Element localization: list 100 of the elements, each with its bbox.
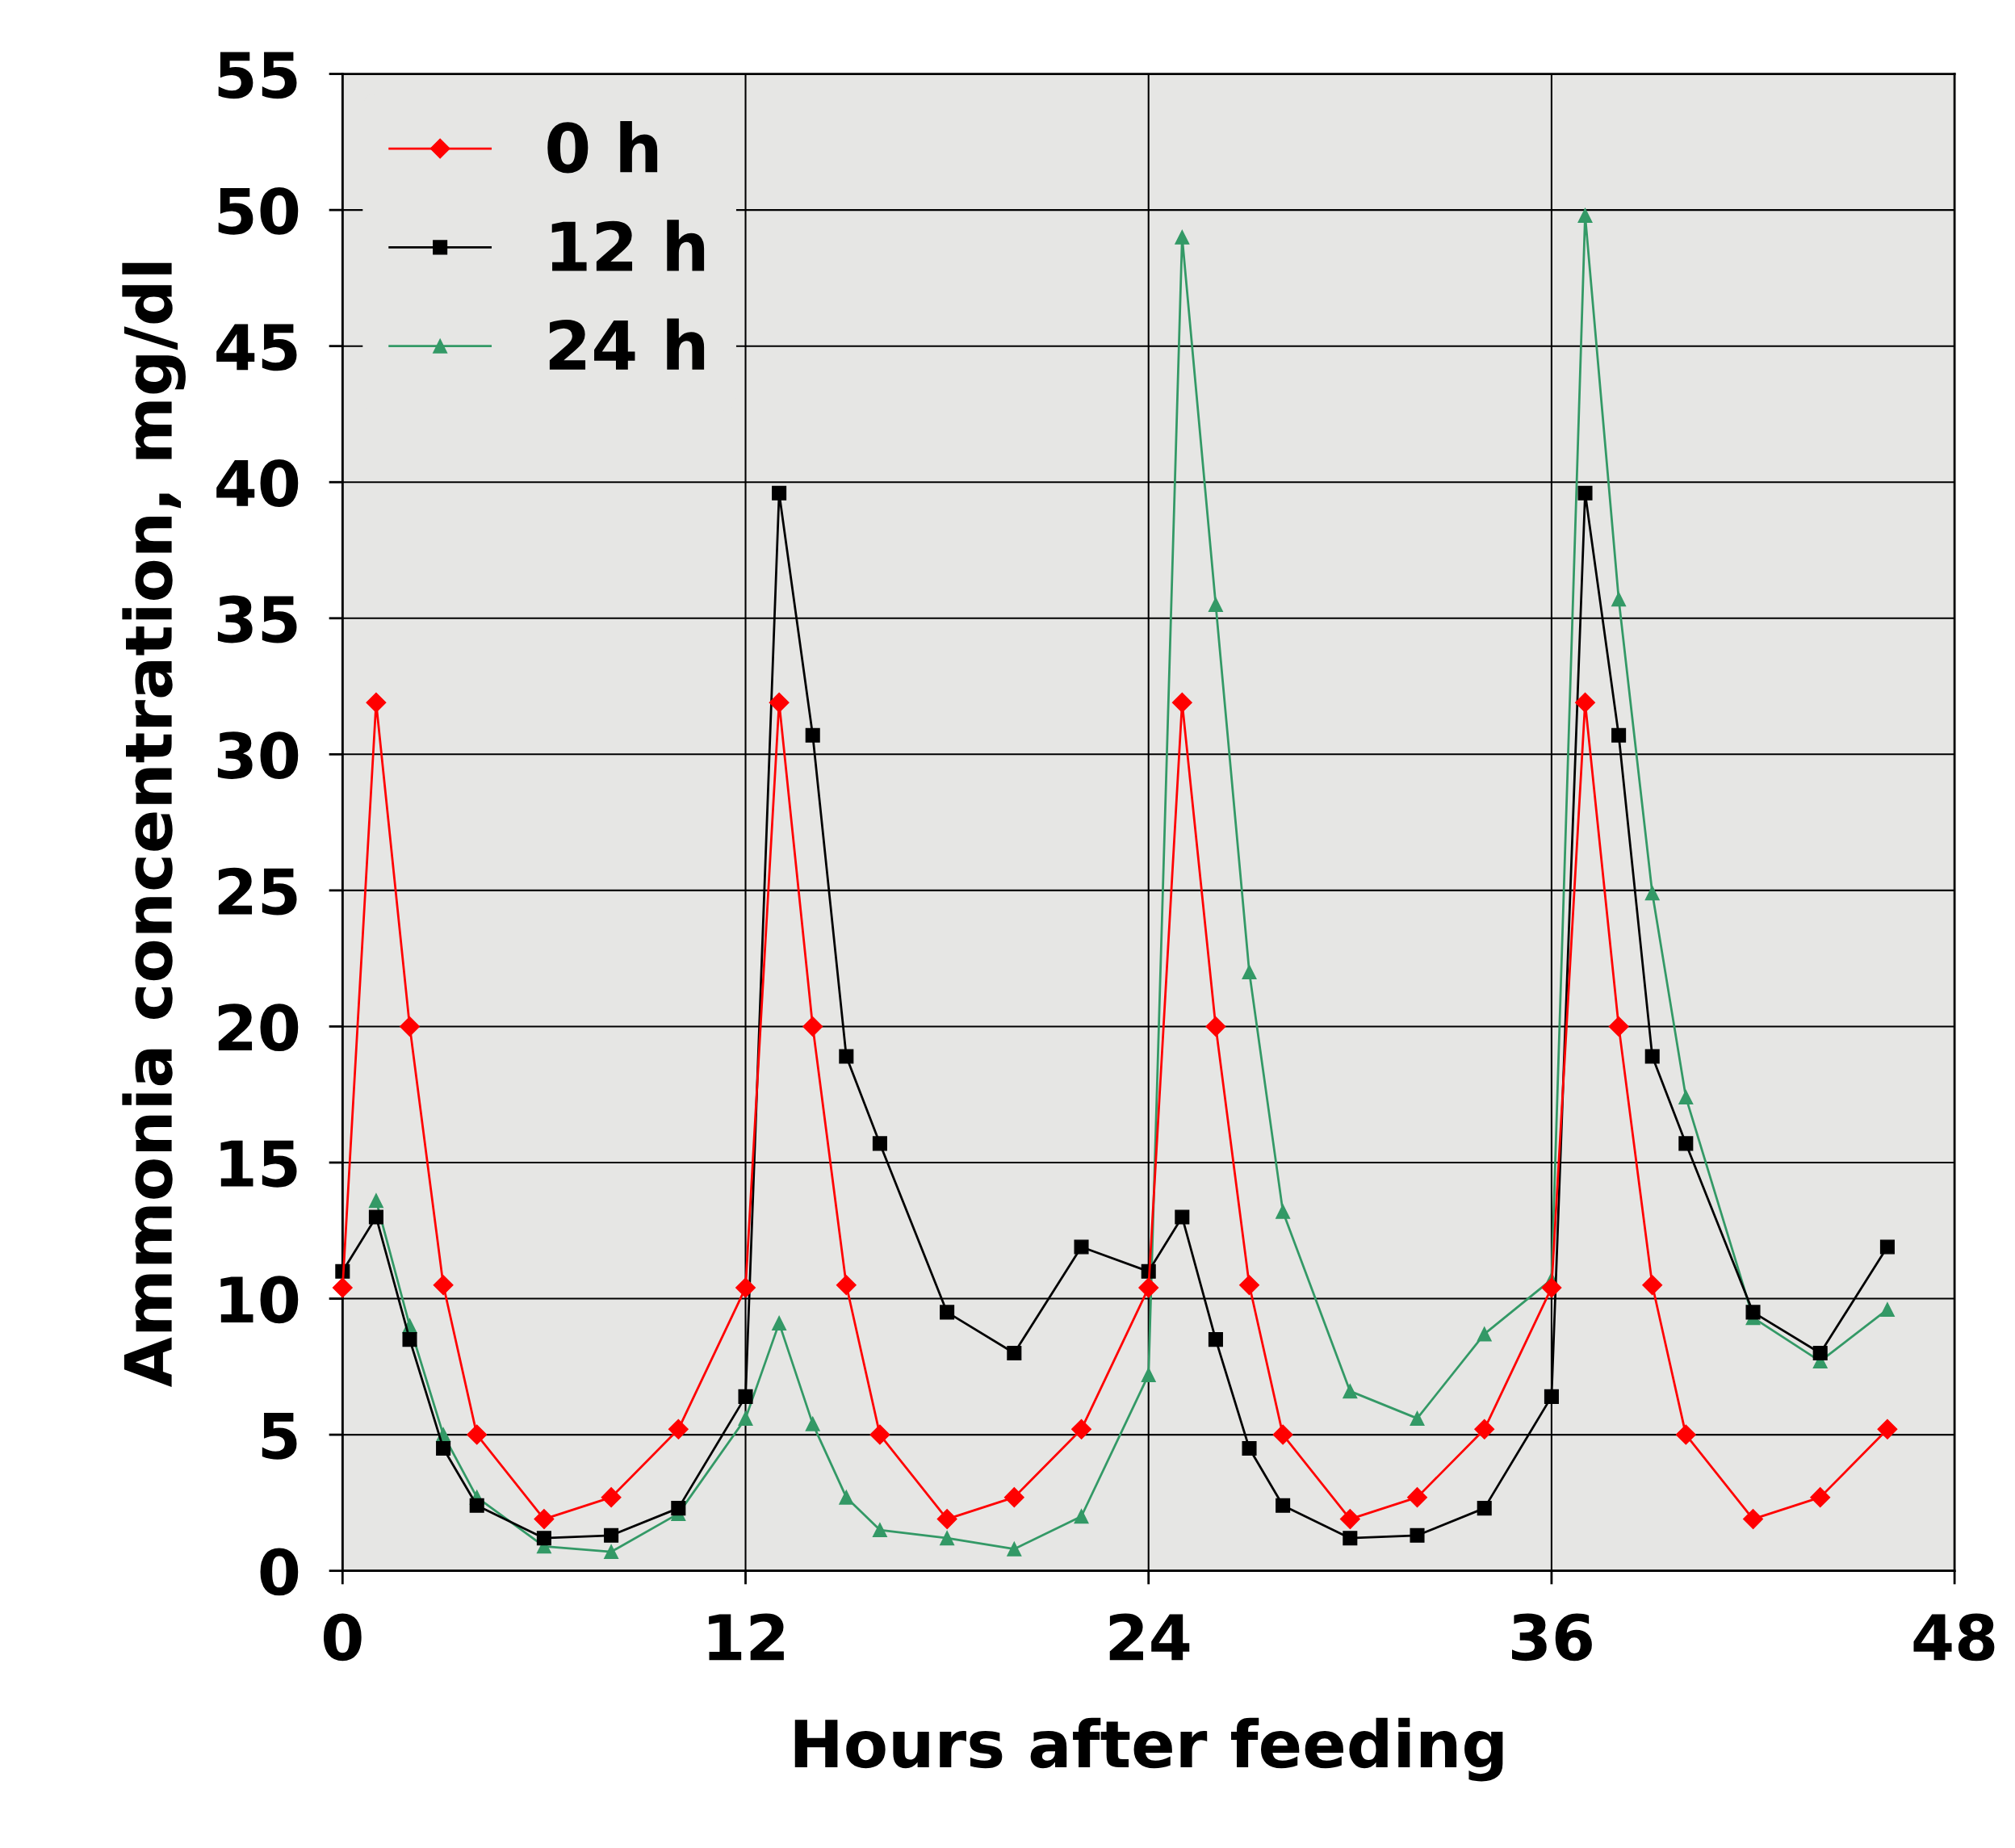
point [1074, 1239, 1089, 1255]
point [1575, 692, 1595, 713]
point [769, 692, 790, 713]
point [1242, 1440, 1257, 1456]
point [872, 1136, 887, 1151]
y-tick-label: 35 [217, 595, 297, 643]
y-tick-label: 15 [220, 1140, 297, 1188]
point [1175, 1209, 1190, 1225]
point [1410, 1527, 1425, 1543]
y-tick-label: 50 [218, 186, 299, 235]
y-tick-label: 5 [262, 1412, 297, 1460]
point [1007, 1345, 1022, 1360]
x-tick-label: 36 [1512, 1613, 1592, 1662]
y-tick-label: 45 [216, 324, 297, 371]
point [1003, 1487, 1024, 1508]
y-tick-label: 55 [218, 52, 297, 99]
point [332, 1277, 353, 1298]
point [802, 1016, 823, 1037]
point [1208, 1332, 1223, 1347]
point [436, 1440, 451, 1456]
point [1810, 1487, 1831, 1508]
legend-label: 0 h [547, 120, 658, 174]
point [940, 1305, 955, 1320]
y-tick-label: 20 [218, 1004, 299, 1052]
point [1276, 1498, 1291, 1513]
point [836, 1275, 857, 1296]
x-axis-title: Hours after feeding [794, 1717, 1503, 1782]
point [1879, 1239, 1895, 1255]
point [1205, 1016, 1226, 1037]
point [772, 1315, 787, 1330]
point [738, 1410, 753, 1426]
x-tick-label: 0 [323, 1613, 362, 1662]
point [772, 485, 787, 501]
point [1175, 229, 1190, 245]
point [1611, 592, 1627, 607]
legend-label: 24 h [549, 318, 705, 370]
point [1239, 1275, 1259, 1296]
point [1743, 1509, 1763, 1530]
point [1477, 1326, 1492, 1342]
point [604, 1544, 619, 1560]
point [534, 1509, 555, 1530]
point [936, 1509, 957, 1530]
point [1007, 1541, 1022, 1557]
point [467, 1424, 488, 1445]
point [940, 1531, 955, 1546]
x-tick-label: 48 [1913, 1613, 1995, 1662]
point [1474, 1418, 1495, 1439]
point [1339, 1509, 1360, 1530]
point [366, 692, 387, 713]
point [400, 1016, 420, 1037]
point [1877, 1418, 1898, 1439]
point [1644, 886, 1660, 901]
point [1611, 727, 1627, 743]
point [1276, 1204, 1291, 1219]
point [1544, 1389, 1559, 1404]
y-tick-label: 0 [260, 1548, 299, 1596]
point [1343, 1531, 1358, 1546]
point [839, 1490, 854, 1505]
point [805, 727, 820, 743]
point [1208, 597, 1223, 612]
point [1675, 1424, 1696, 1445]
point [1812, 1345, 1828, 1360]
y-tick-label: 30 [217, 731, 299, 779]
point [1678, 1090, 1694, 1105]
point [869, 1424, 890, 1445]
point [368, 1209, 383, 1225]
point [839, 1049, 854, 1064]
point [1577, 485, 1593, 501]
point [1074, 1509, 1089, 1524]
point [1343, 1384, 1358, 1399]
point [469, 1498, 484, 1513]
point [1577, 207, 1593, 223]
x-tick-label: 24 [1109, 1613, 1190, 1661]
point [1410, 1410, 1425, 1426]
point [433, 1275, 454, 1296]
point [1171, 692, 1192, 713]
point [872, 1523, 887, 1538]
point [1879, 1301, 1895, 1318]
point [1272, 1424, 1293, 1445]
y-tick-label: 40 [216, 459, 299, 507]
point [1745, 1305, 1761, 1320]
point [368, 1193, 383, 1209]
point [1141, 1367, 1156, 1382]
point [668, 1418, 689, 1439]
point [601, 1487, 622, 1508]
point [1242, 964, 1257, 980]
point [671, 1501, 686, 1516]
point [1541, 1277, 1562, 1298]
point [1071, 1418, 1091, 1439]
point [1642, 1275, 1663, 1296]
y-tick-label: 25 [218, 867, 297, 916]
point [1138, 1277, 1159, 1298]
x-tick-label: 12 [709, 1613, 784, 1661]
point [1644, 1049, 1660, 1064]
legend-label: 12 h [551, 220, 705, 271]
point [1678, 1136, 1694, 1151]
point [805, 1416, 820, 1431]
point [738, 1389, 753, 1404]
point [402, 1332, 417, 1347]
point [1407, 1487, 1427, 1508]
